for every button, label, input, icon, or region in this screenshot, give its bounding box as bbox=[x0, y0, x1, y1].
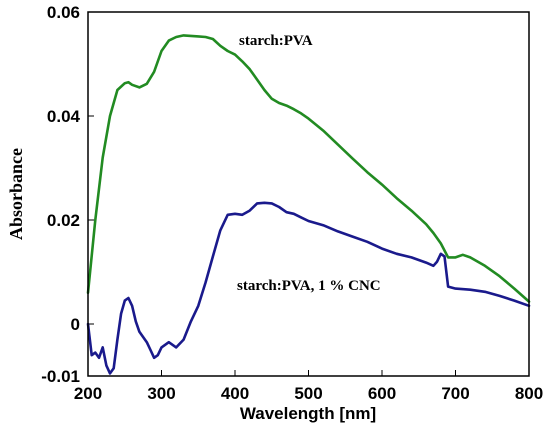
series-line-starch-pva bbox=[86, 34, 531, 303]
y-tick-label: 0.04 bbox=[47, 107, 81, 126]
x-tick-label: 800 bbox=[515, 384, 543, 403]
x-axis-title: Wavelength [nm] bbox=[240, 404, 376, 423]
x-tick-label: 700 bbox=[441, 384, 469, 403]
y-tick-label: -0.01 bbox=[41, 367, 80, 386]
y-tick-label: 0.06 bbox=[47, 3, 80, 22]
x-tick-label: 200 bbox=[74, 384, 102, 403]
series-line-starch-pva-cnc bbox=[86, 201, 531, 375]
series-label-starch-pva-cnc: starch:PVA, 1 % CNC bbox=[237, 278, 381, 294]
x-tick-label: 300 bbox=[147, 384, 175, 403]
y-tick-label: 0.02 bbox=[47, 211, 80, 230]
tick-labels: 200 300 400 500 600 700 800 -0.01 0 0.02 0.04 0.06 bbox=[41, 3, 543, 403]
plot-frame bbox=[87, 11, 530, 377]
x-tick-label: 400 bbox=[221, 384, 249, 403]
series-label-starch-pva: starch:PVA bbox=[239, 33, 313, 49]
series-labels: starch:PVA starch:PVA, 1 % CNC bbox=[237, 33, 381, 294]
x-tick-label: 500 bbox=[294, 384, 322, 403]
y-tick-label: 0 bbox=[71, 315, 80, 334]
plot-area bbox=[88, 12, 529, 376]
y-axis-title: Absorbance bbox=[6, 148, 26, 240]
series-lines bbox=[86, 34, 531, 375]
x-tick-label: 600 bbox=[368, 384, 396, 403]
